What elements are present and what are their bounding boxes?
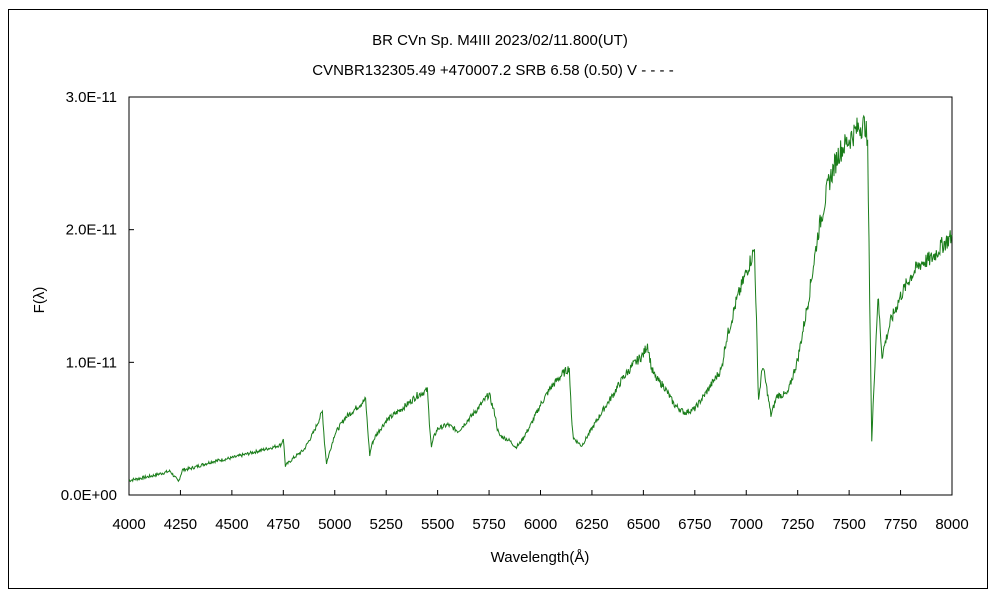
x-tick-label: 4750: [267, 516, 300, 533]
x-tick-label: 6250: [575, 516, 608, 533]
x-tick-label: 6000: [524, 516, 557, 533]
x-tick-label: 6750: [678, 516, 711, 533]
x-tick-label: 7000: [730, 516, 763, 533]
x-tick-label: 8000: [935, 516, 968, 533]
y-tick-label: 1.0E-11: [66, 354, 117, 371]
x-tick-label: 6500: [627, 516, 660, 533]
x-tick-label: 5750: [472, 516, 505, 533]
x-tick-label: 5500: [421, 516, 454, 533]
chart-subtitle: CVNBR132305.49 +470007.2 SRB 6.58 (0.50)…: [312, 62, 673, 79]
x-axis: 4000 4250 4500 4750 5000 5250 5500 5750 6000 6250…: [112, 490, 969, 533]
y-axis-label: F(λ): [31, 287, 48, 314]
y-tick-label: 0.0E+00: [61, 487, 117, 504]
y-tick-label: 3.0E-11: [66, 89, 117, 106]
y-tick-label: 2.0E-11: [66, 222, 117, 239]
x-axis-label: Wavelength(Å): [491, 549, 590, 566]
chart-title: BR CVn Sp. M4III 2023/02/11.800(UT): [372, 32, 628, 49]
spectrum-line: [128, 114, 953, 483]
x-tick-label: 7500: [832, 516, 865, 533]
x-tick-label: 4000: [112, 516, 145, 533]
y-axis: 0.0E+00 1.0E-11 2.0E-11 3.0E-11: [61, 89, 134, 504]
plot-area: [128, 96, 953, 496]
x-tick-label: 7750: [884, 516, 917, 533]
x-tick-label: 5250: [370, 516, 403, 533]
x-tick-label: 4500: [215, 516, 248, 533]
x-tick-label: 4250: [164, 516, 197, 533]
x-tick-label: 7250: [781, 516, 814, 533]
x-tick-label: 5000: [318, 516, 351, 533]
